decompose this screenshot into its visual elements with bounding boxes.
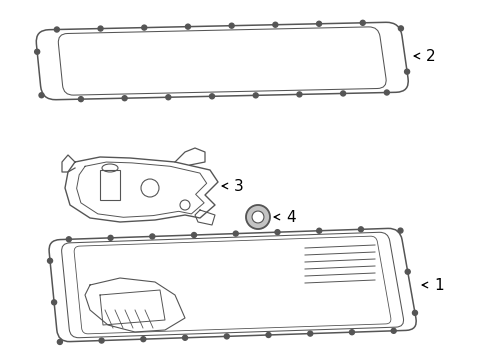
- Circle shape: [317, 228, 322, 233]
- Text: 4: 4: [286, 210, 295, 225]
- Circle shape: [66, 237, 72, 242]
- Circle shape: [233, 231, 238, 236]
- Circle shape: [253, 93, 258, 98]
- Circle shape: [358, 227, 364, 232]
- Circle shape: [98, 26, 103, 31]
- Circle shape: [246, 205, 270, 229]
- Circle shape: [185, 24, 191, 29]
- Circle shape: [398, 26, 403, 31]
- Bar: [100, 170, 120, 200]
- Circle shape: [57, 339, 62, 345]
- Circle shape: [108, 235, 113, 240]
- Circle shape: [273, 22, 278, 27]
- Circle shape: [252, 211, 264, 223]
- Circle shape: [78, 96, 83, 102]
- Circle shape: [39, 93, 44, 98]
- Circle shape: [341, 91, 345, 96]
- Circle shape: [297, 92, 302, 97]
- Circle shape: [48, 258, 52, 263]
- Circle shape: [99, 338, 104, 343]
- Circle shape: [398, 228, 403, 233]
- Circle shape: [266, 333, 271, 337]
- Circle shape: [54, 27, 59, 32]
- Circle shape: [150, 234, 155, 239]
- Circle shape: [192, 233, 196, 238]
- Circle shape: [405, 69, 410, 74]
- Circle shape: [51, 300, 57, 305]
- Text: 1: 1: [434, 278, 443, 292]
- Circle shape: [229, 23, 234, 28]
- Circle shape: [275, 230, 280, 235]
- Circle shape: [413, 310, 417, 315]
- Circle shape: [166, 95, 171, 100]
- Circle shape: [210, 94, 215, 99]
- Circle shape: [142, 25, 147, 30]
- Circle shape: [384, 90, 390, 95]
- Circle shape: [224, 334, 229, 339]
- Text: 2: 2: [426, 49, 436, 63]
- Circle shape: [405, 269, 410, 274]
- Circle shape: [183, 335, 188, 340]
- Circle shape: [141, 337, 146, 342]
- Circle shape: [35, 49, 40, 54]
- Circle shape: [349, 330, 354, 335]
- Circle shape: [360, 20, 365, 25]
- Text: 3: 3: [234, 179, 244, 194]
- Circle shape: [308, 331, 313, 336]
- Circle shape: [317, 21, 321, 26]
- Circle shape: [122, 96, 127, 101]
- Circle shape: [391, 328, 396, 333]
